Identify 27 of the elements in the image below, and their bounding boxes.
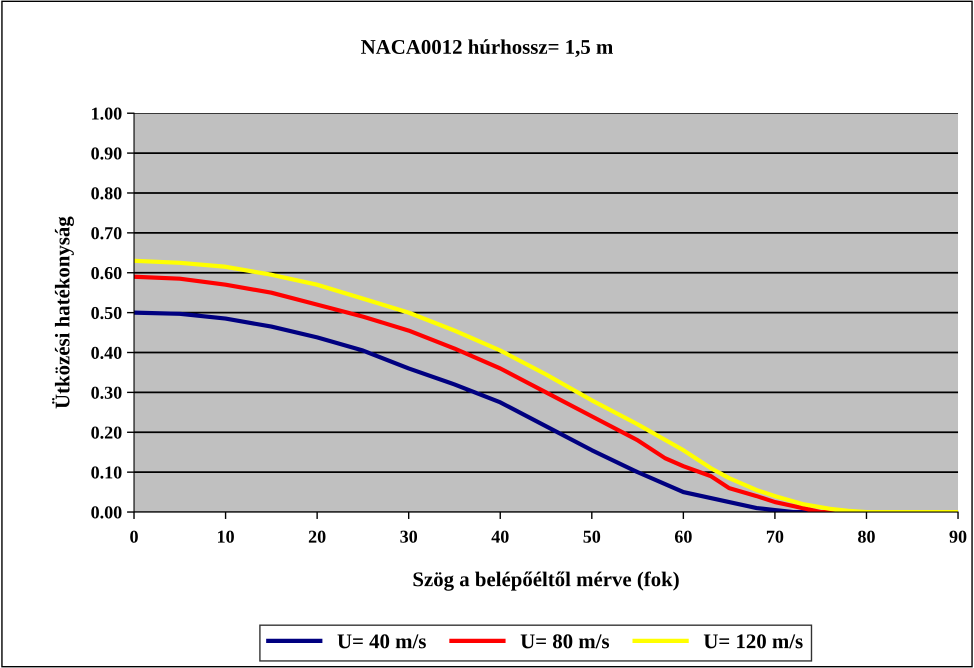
legend-label: U= 120 m/s [704, 634, 803, 648]
x-tick-label: 50 [583, 530, 600, 543]
x-tick-label: 0 [130, 530, 138, 543]
x-tick-label: 70 [766, 530, 784, 543]
x-tick-label: 80 [858, 530, 875, 543]
legend-label: U= 80 m/s [520, 634, 610, 648]
y-tick-label: 0.40 [91, 346, 122, 360]
y-tick-label: 0.90 [91, 147, 122, 160]
y-tick-label: 1.00 [92, 107, 122, 120]
y-axis-title: Ütközési hatékonyság [52, 216, 74, 408]
y-tick-label: 0.50 [91, 306, 122, 320]
y-tick-label: 0.20 [91, 426, 122, 439]
x-tick-label: 10 [218, 530, 234, 543]
x-tick-label: 30 [400, 530, 418, 543]
x-tick-label: 90 [949, 530, 966, 543]
x-tick-label: 60 [674, 530, 692, 543]
legend-label: U= 40 m/s [338, 634, 426, 648]
y-tick-label: 0.60 [91, 267, 122, 280]
y-tick-label: 0.70 [91, 227, 122, 240]
y-tick-label: 0.80 [91, 187, 122, 200]
y-tick-label: 0.10 [91, 466, 122, 479]
chart-title: NACA0012 húrhossz= 1,5 m [361, 39, 613, 57]
x-tick-label: 40 [491, 530, 509, 543]
x-tick-label: 20 [308, 530, 326, 543]
x-axis-title: Szög a belépőéltől mérve (fok) [413, 571, 679, 591]
y-tick-label: 0.30 [91, 386, 122, 399]
y-tick-label: 0.00 [91, 506, 122, 519]
